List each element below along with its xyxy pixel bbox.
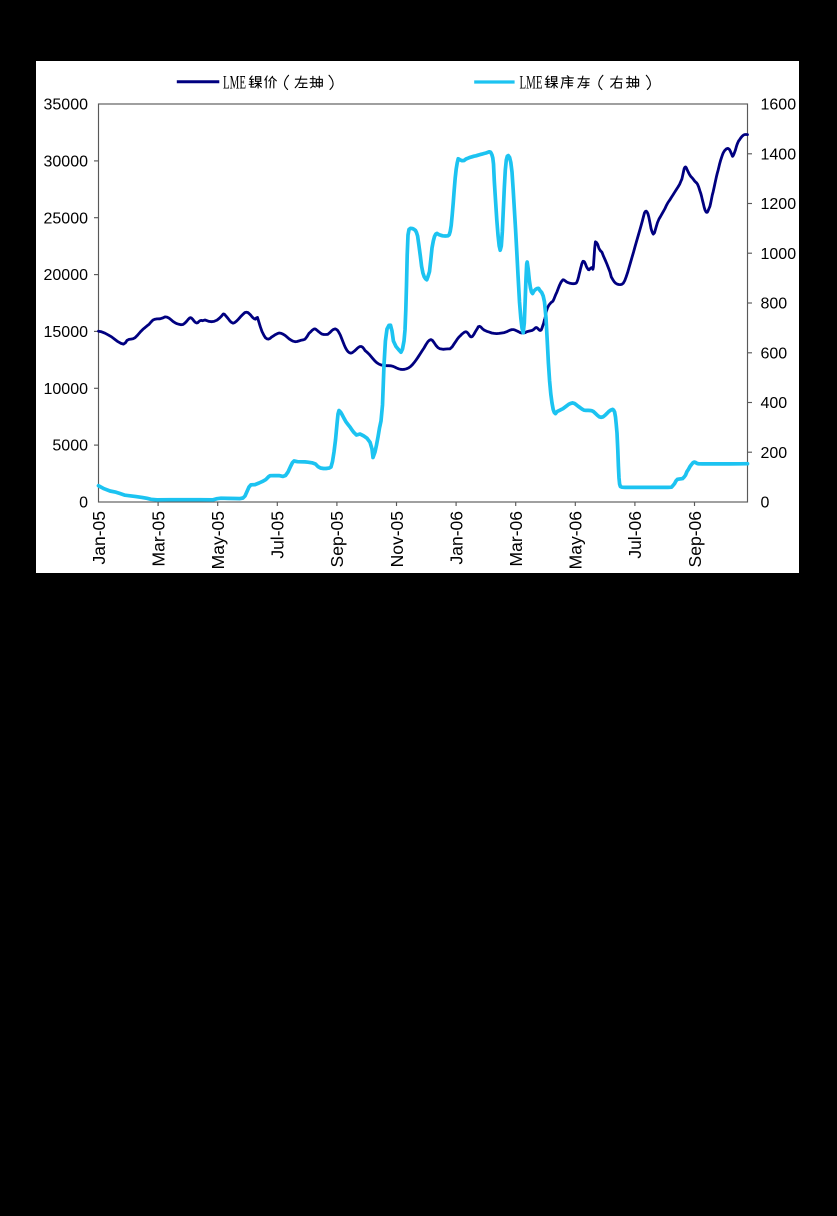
svg-text:Jan-05: Jan-05 xyxy=(89,511,109,565)
svg-text:15000: 15000 xyxy=(44,324,89,341)
svg-text:0: 0 xyxy=(79,495,88,512)
svg-text:1600: 1600 xyxy=(761,97,797,114)
svg-text:Jan-06: Jan-06 xyxy=(446,511,466,565)
svg-text:30000: 30000 xyxy=(44,154,89,171)
svg-text:Sep-06: Sep-06 xyxy=(685,511,705,567)
svg-text:600: 600 xyxy=(761,345,788,362)
svg-text:1400: 1400 xyxy=(761,146,797,163)
svg-text:1200: 1200 xyxy=(761,196,797,213)
svg-text:20000: 20000 xyxy=(44,267,89,284)
svg-text:10000: 10000 xyxy=(44,381,89,398)
svg-text:May-06: May-06 xyxy=(566,511,586,569)
svg-text:Mar-05: Mar-05 xyxy=(148,511,168,566)
svg-text:Mar-06: Mar-06 xyxy=(506,511,526,566)
svg-text:1000: 1000 xyxy=(761,246,797,263)
svg-text:LME: LME xyxy=(520,72,543,93)
svg-text:0: 0 xyxy=(761,495,770,512)
svg-text:400: 400 xyxy=(761,395,788,412)
svg-text:LME: LME xyxy=(223,72,246,93)
svg-text:May-05: May-05 xyxy=(208,511,228,569)
svg-text:35000: 35000 xyxy=(44,97,89,114)
svg-text:25000: 25000 xyxy=(44,210,89,227)
svg-text:Jul-06: Jul-06 xyxy=(625,511,645,559)
svg-text:800: 800 xyxy=(761,296,788,313)
svg-text:200: 200 xyxy=(761,445,788,462)
svg-text:Nov-05: Nov-05 xyxy=(387,511,407,567)
svg-text:5000: 5000 xyxy=(52,438,88,455)
svg-text:Sep-05: Sep-05 xyxy=(327,511,347,567)
svg-text:Jul-05: Jul-05 xyxy=(268,511,288,559)
